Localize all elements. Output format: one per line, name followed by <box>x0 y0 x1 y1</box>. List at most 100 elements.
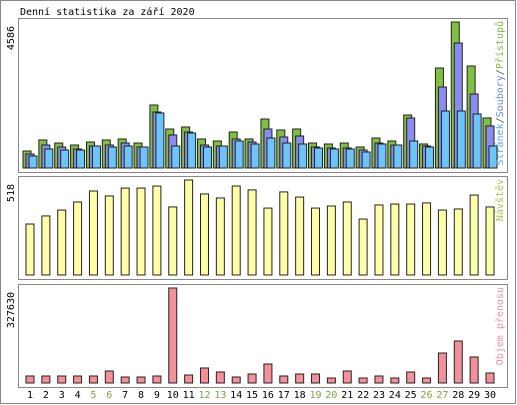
legend-entry: Přístupů <box>494 21 506 69</box>
bar <box>469 356 479 384</box>
x-tick-label: 12 <box>198 390 210 401</box>
bar <box>377 143 387 169</box>
bar <box>326 377 336 384</box>
legend: Stránek/Soubory/Přístupů <box>494 21 506 166</box>
x-tick-label: 11 <box>183 390 195 401</box>
bar <box>342 201 352 276</box>
bar <box>104 370 114 384</box>
x-tick-label: 3 <box>59 390 65 401</box>
x-tick-label: 25 <box>405 390 417 401</box>
bar <box>266 137 276 169</box>
panel <box>18 18 508 173</box>
bar <box>440 110 450 169</box>
panel <box>18 176 508 280</box>
bar <box>279 375 289 384</box>
legend-separator: / <box>495 69 506 75</box>
x-tick-label: 4 <box>75 390 81 401</box>
x-tick-label: 10 <box>167 390 179 401</box>
x-tick-label: 30 <box>484 390 496 401</box>
bar <box>279 191 289 276</box>
bar <box>107 146 117 169</box>
bar <box>314 147 324 169</box>
bar <box>374 204 384 276</box>
bar <box>152 185 162 276</box>
bar <box>91 145 101 169</box>
legend-entry: Stránek <box>494 123 506 165</box>
x-tick-label: 24 <box>389 390 401 401</box>
bar <box>202 146 212 169</box>
bar <box>295 196 305 276</box>
bar <box>409 140 419 169</box>
bar <box>184 179 194 276</box>
bar <box>374 375 384 384</box>
bar <box>57 375 67 384</box>
x-tick-label: 23 <box>373 390 385 401</box>
bar <box>57 209 67 276</box>
bar <box>136 376 146 384</box>
x-tick-label: 19 <box>309 390 321 401</box>
bar <box>168 287 178 384</box>
y-tick-label: 327630 <box>6 292 17 328</box>
bar <box>342 370 352 384</box>
bar <box>104 195 114 276</box>
bar <box>171 145 181 169</box>
bar <box>73 375 83 384</box>
bar <box>345 148 355 169</box>
bar <box>453 208 463 276</box>
bar <box>406 203 416 276</box>
bar <box>218 145 228 169</box>
bar <box>73 201 83 276</box>
bar <box>393 144 403 169</box>
bar <box>25 223 35 276</box>
bar <box>326 205 336 276</box>
x-tick-label: 18 <box>294 390 306 401</box>
bar <box>422 377 432 384</box>
x-tick-label: 16 <box>262 390 274 401</box>
bar <box>88 190 98 276</box>
x-tick-label: 14 <box>230 390 242 401</box>
legend: Objem přenosu <box>494 287 506 365</box>
bar <box>152 375 162 384</box>
x-tick-label: 20 <box>325 390 337 401</box>
x-tick-label: 21 <box>341 390 353 401</box>
legend-entry: Objem přenosu <box>494 287 506 365</box>
legend-entry: Návštěv <box>494 179 506 221</box>
x-tick-label: 5 <box>90 390 96 401</box>
bar <box>390 377 400 384</box>
bar <box>437 209 447 276</box>
bar <box>472 113 482 169</box>
bar <box>123 145 133 169</box>
bar <box>456 110 466 169</box>
bar <box>41 375 51 384</box>
bar <box>28 155 38 169</box>
x-tick-label: 2 <box>43 390 49 401</box>
bar <box>215 197 225 276</box>
bar <box>168 206 178 276</box>
bar <box>361 151 371 169</box>
x-tick-label: 17 <box>278 390 290 401</box>
bar <box>155 112 165 169</box>
chart-title: Denní statistika za září 2020 <box>20 6 195 18</box>
bar <box>263 207 273 276</box>
bar <box>199 367 209 384</box>
bar <box>88 375 98 384</box>
x-tick-label: 9 <box>154 390 160 401</box>
x-tick-label: 6 <box>106 390 112 401</box>
bar <box>231 376 241 384</box>
bar <box>263 363 273 384</box>
x-tick-label: 7 <box>122 390 128 401</box>
bar <box>282 142 292 169</box>
bar <box>139 146 149 169</box>
bar <box>488 145 498 169</box>
bar <box>234 140 244 169</box>
legend-entry: Soubory <box>495 75 506 117</box>
x-tick-label: 8 <box>138 390 144 401</box>
bar <box>76 149 86 169</box>
bar <box>298 143 308 169</box>
x-tick-label: 15 <box>246 390 258 401</box>
bar <box>425 146 435 169</box>
bar <box>187 132 197 169</box>
bar <box>60 149 70 169</box>
